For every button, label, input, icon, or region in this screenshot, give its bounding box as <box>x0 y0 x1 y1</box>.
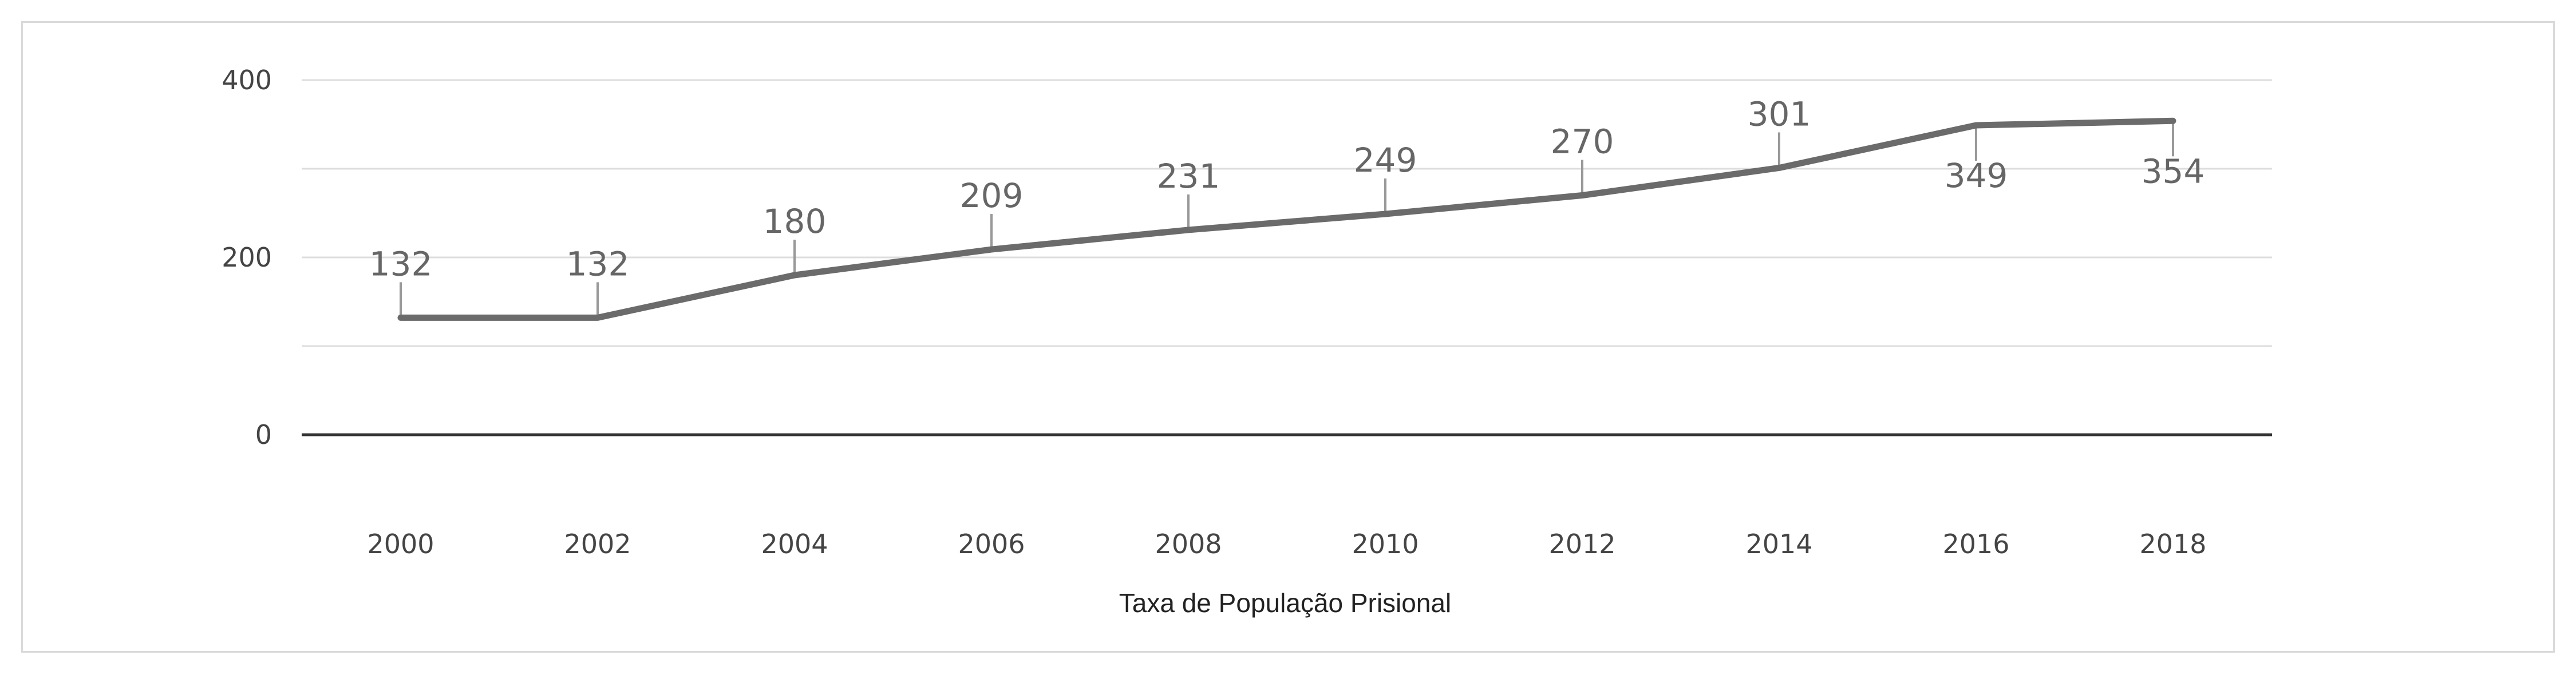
x-tick-label: 2016 <box>1942 529 2009 559</box>
chart-frame <box>21 21 2555 653</box>
data-label: 132 <box>369 244 433 283</box>
series-line <box>397 117 2176 321</box>
data-label-connectors <box>400 121 2174 318</box>
data-label: 270 <box>1551 122 1614 161</box>
x-axis-tick-labels: 2000 2002 2004 2006 2008 2010 2012 2014 2016 2018 <box>367 529 2206 559</box>
x-tick-label: 2018 <box>2139 529 2206 559</box>
x-tick-label: 2012 <box>1548 529 1615 559</box>
data-label: 354 <box>2142 152 2205 190</box>
data-label: 209 <box>960 176 1024 215</box>
y-tick-label: 0 <box>255 419 272 450</box>
x-tick-label: 2000 <box>367 529 434 559</box>
gridlines <box>302 79 2272 436</box>
x-tick-label: 2010 <box>1352 529 1419 559</box>
data-label: 180 <box>763 202 827 241</box>
data-label: 231 <box>1157 157 1220 196</box>
y-tick-label: 200 <box>222 242 272 273</box>
data-labels: 132 132 180 209 231 249 270 301 349 354 <box>369 94 2205 283</box>
data-label: 132 <box>566 244 630 283</box>
x-axis-title: Taxa de População Prisional <box>1119 588 1451 618</box>
y-tick-label: 400 <box>222 65 272 96</box>
y-axis-tick-labels: 0 200 400 <box>222 65 272 450</box>
x-tick-label: 2004 <box>761 529 828 559</box>
x-tick-label: 2006 <box>958 529 1025 559</box>
data-label: 301 <box>1748 94 1811 133</box>
data-label: 249 <box>1354 141 1417 180</box>
data-label: 349 <box>1945 156 2008 195</box>
x-tick-label: 2008 <box>1155 529 1222 559</box>
x-tick-label: 2014 <box>1745 529 1812 559</box>
x-tick-label: 2002 <box>564 529 631 559</box>
